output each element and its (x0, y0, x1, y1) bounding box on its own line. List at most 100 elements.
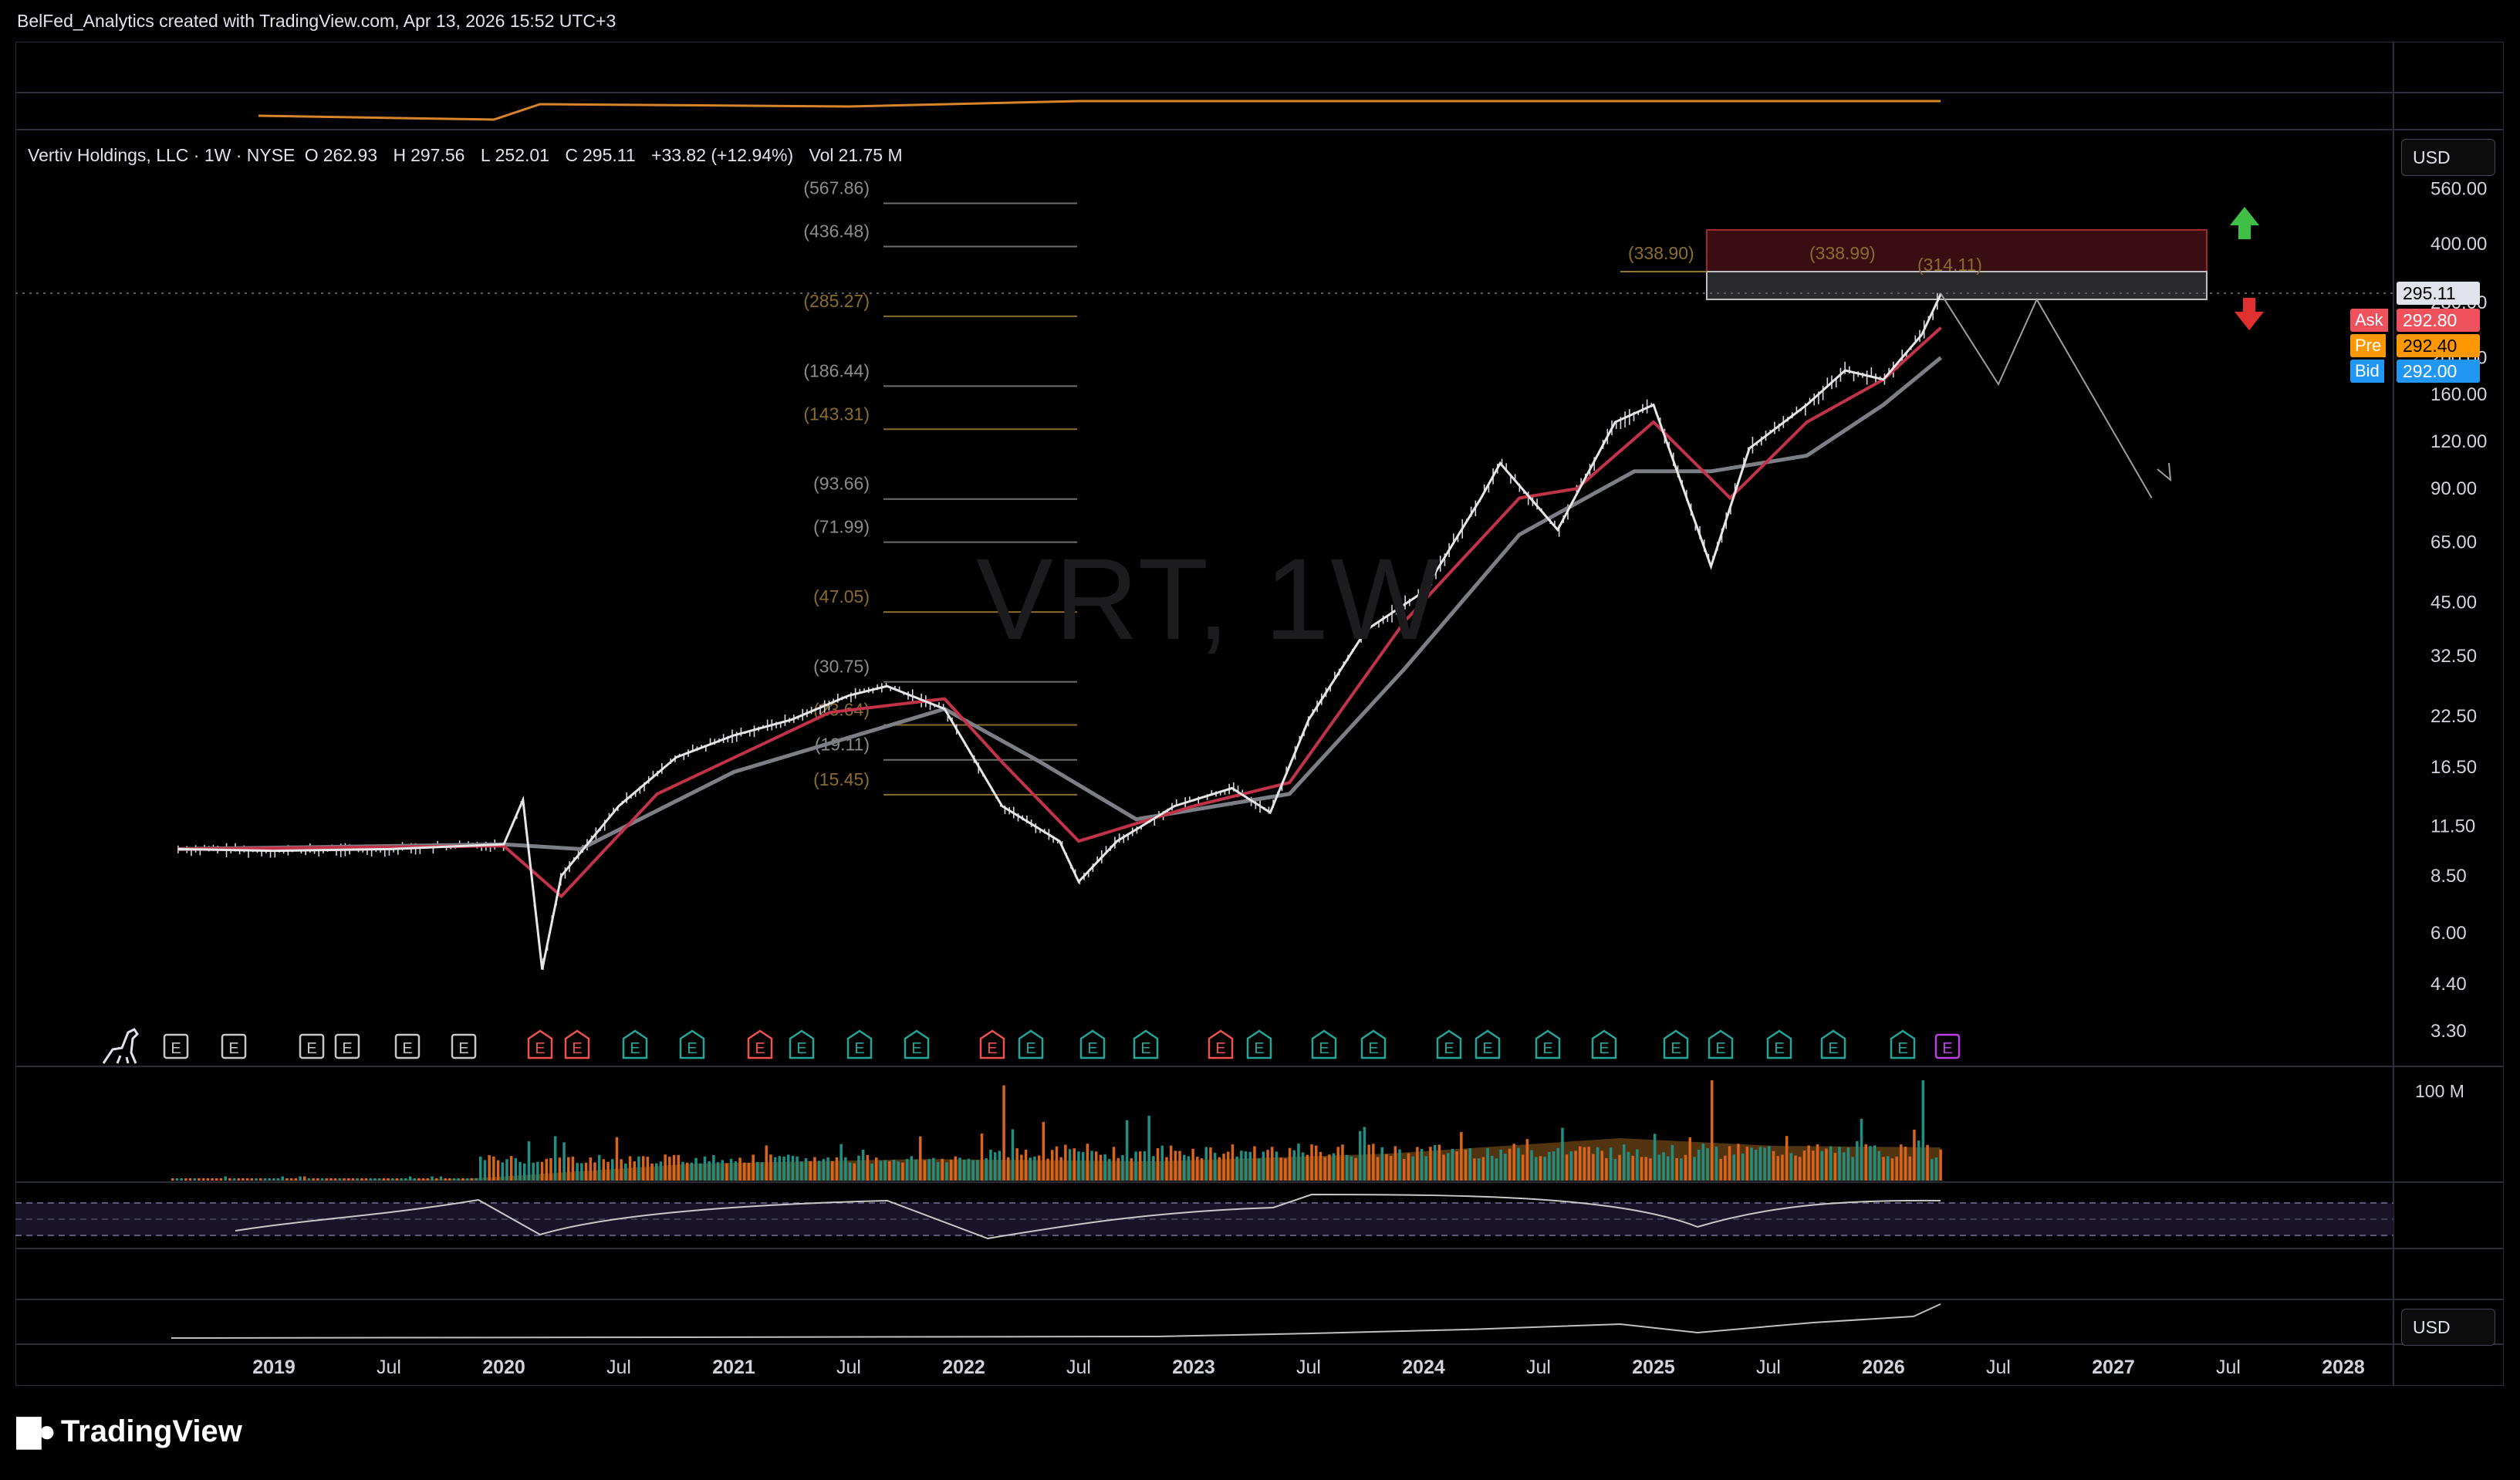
volume-bar (1714, 1147, 1718, 1181)
volume-bar (312, 1178, 315, 1181)
volume-bar (1535, 1157, 1538, 1181)
earnings-icon[interactable]: E (1535, 1029, 1561, 1059)
volume-bar (919, 1136, 922, 1181)
legend-volume: 21.75 M (838, 145, 903, 165)
earnings-icon[interactable]: E (1018, 1029, 1044, 1059)
volume-bar (848, 1162, 852, 1181)
volume-bar (465, 1178, 469, 1181)
volume-bar (927, 1159, 931, 1181)
volume-bar (1420, 1149, 1424, 1181)
volume-bar (180, 1178, 183, 1181)
arrow-up-icon (2230, 207, 2259, 239)
earnings-icon[interactable]: E (789, 1029, 815, 1059)
earnings-icon[interactable]: E (527, 1029, 553, 1059)
price-tick-label: 120.00 (2430, 431, 2487, 452)
earnings-icon[interactable]: E (904, 1029, 930, 1059)
earnings-icon[interactable]: E (1436, 1029, 1462, 1059)
volume-bar (866, 1154, 870, 1181)
volume-bar (857, 1155, 860, 1181)
volume-bar (1869, 1146, 1872, 1181)
earnings-icon[interactable]: E (979, 1029, 1005, 1059)
volume-bar (1213, 1153, 1217, 1181)
earnings-icon[interactable]: E (1079, 1029, 1106, 1059)
volume-bar (1900, 1144, 1903, 1181)
fib-level-label: (15.45) (813, 769, 870, 789)
earnings-icon[interactable]: E (1766, 1029, 1792, 1059)
currency-button-bottom[interactable]: USD (2401, 1309, 2495, 1346)
earnings-icon[interactable]: E (334, 1033, 360, 1059)
earnings-icon[interactable]: E (1208, 1029, 1234, 1059)
volume-bar (633, 1161, 636, 1181)
resistance-zone (1620, 229, 2208, 300)
volume-bar (1310, 1144, 1313, 1181)
volume-bar (1363, 1127, 1366, 1181)
earnings-icon[interactable]: E (564, 1029, 590, 1059)
volume-bar (1636, 1149, 1639, 1181)
volume-bar (1495, 1158, 1498, 1181)
volume-bar (289, 1178, 293, 1181)
volume-bar (817, 1161, 821, 1181)
time-tick-label: 2023 (1172, 1357, 1215, 1378)
volume-bar (479, 1156, 482, 1181)
volume-bar (299, 1176, 302, 1181)
volume-bar (580, 1163, 583, 1181)
volume-bar (1732, 1154, 1735, 1181)
earnings-icon[interactable]: E (747, 1029, 773, 1059)
earnings-icon[interactable]: E (451, 1033, 477, 1059)
volume-bar (373, 1178, 377, 1181)
volume-bar (809, 1161, 812, 1181)
earnings-icon[interactable]: E (1360, 1029, 1387, 1059)
price-tick-label: 3.30 (2430, 1021, 2467, 1042)
volume-bar (954, 1156, 958, 1181)
earnings-icon[interactable]: E (1708, 1029, 1734, 1059)
volume-bar (1020, 1154, 1023, 1181)
earnings-icon[interactable]: E (1934, 1033, 1961, 1059)
volume-bar (1033, 1156, 1036, 1181)
earnings-icon[interactable]: E (1663, 1029, 1689, 1059)
volume-bar (558, 1157, 562, 1181)
volume-bar (1667, 1156, 1670, 1181)
volume-bar (1385, 1154, 1388, 1181)
currency-button-top[interactable]: USD (2401, 139, 2495, 176)
earnings-icon[interactable]: E (679, 1029, 705, 1059)
volume-bar (1411, 1156, 1414, 1181)
volume-bar (347, 1178, 350, 1181)
volume-bar (1323, 1157, 1326, 1181)
volume-bar (1781, 1154, 1784, 1181)
earnings-icon[interactable]: E (1820, 1029, 1846, 1059)
volume-bar (1587, 1147, 1590, 1181)
earnings-icon[interactable]: E (1475, 1029, 1501, 1059)
earnings-icon[interactable]: E (299, 1033, 325, 1059)
volume-bar (496, 1160, 500, 1181)
volume-bar (655, 1163, 658, 1181)
volume-bar (611, 1159, 614, 1181)
volume-bar (377, 1178, 381, 1181)
tradingview-logo[interactable]: ▇● TradingView (17, 1414, 242, 1449)
volume-bar (1574, 1151, 1577, 1181)
volume-bar (232, 1178, 236, 1181)
volume-bar (1745, 1147, 1749, 1181)
earnings-icon[interactable]: E (622, 1029, 648, 1059)
earnings-icon[interactable]: E (394, 1033, 421, 1059)
volume-bar (787, 1154, 790, 1181)
earnings-icon[interactable]: E (1133, 1029, 1159, 1059)
earnings-icon[interactable]: E (163, 1033, 189, 1059)
volume-bar (1165, 1157, 1168, 1181)
earnings-icon[interactable]: E (846, 1029, 873, 1059)
volume-bar (910, 1156, 914, 1181)
volume-bar (694, 1157, 698, 1181)
volume-bar (1613, 1158, 1617, 1181)
volume-bar (1825, 1148, 1828, 1181)
volume-bar (690, 1162, 694, 1181)
earnings-icon[interactable]: E (1890, 1029, 1916, 1059)
volume-bar (897, 1161, 900, 1181)
volume-bar (1095, 1151, 1098, 1181)
volume-bar (1112, 1147, 1116, 1181)
earnings-icon[interactable]: E (1591, 1029, 1617, 1059)
earnings-icon[interactable]: E (1311, 1029, 1337, 1059)
volume-bar (782, 1156, 785, 1181)
earnings-icon[interactable]: E (1246, 1029, 1272, 1059)
volume-bar (1895, 1156, 1898, 1181)
earnings-icon[interactable]: E (221, 1033, 247, 1059)
